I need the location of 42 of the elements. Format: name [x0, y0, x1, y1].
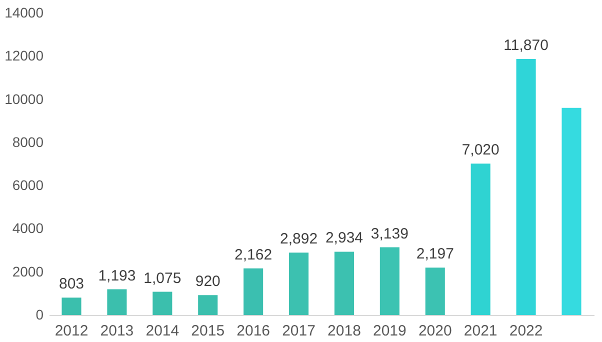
y-tick-label: 14000	[4, 4, 44, 20]
y-tick-label: 10000	[4, 90, 44, 107]
data-label: 7,020	[462, 142, 500, 159]
x-tick-label: 2018	[328, 322, 361, 340]
bar	[62, 298, 82, 315]
x-tick-label: 2020	[418, 322, 452, 340]
bar	[107, 289, 127, 315]
x-tick-label: 2016	[236, 322, 270, 340]
bar	[425, 268, 445, 315]
data-label: 1,193	[98, 267, 136, 284]
bar	[470, 164, 490, 315]
y-tick-label: 0	[36, 306, 44, 322]
data-label: 11,870	[504, 36, 548, 54]
bar	[244, 268, 264, 315]
x-tick-label: 2015	[191, 322, 225, 340]
data-label: 2,197	[416, 246, 454, 263]
data-label: 2,934	[325, 230, 363, 247]
data-label: 2,162	[234, 246, 272, 264]
y-tick-label: 12000	[4, 48, 44, 64]
x-tick-label: 2017	[282, 322, 316, 340]
x-tick-label: 2013	[100, 322, 134, 340]
bar	[152, 292, 172, 315]
y-tick-label: 2000	[12, 263, 44, 280]
data-label: 3,139	[370, 225, 408, 242]
bar	[334, 252, 354, 315]
data-label: 1,075	[144, 270, 182, 287]
bar	[516, 58, 536, 315]
bar	[562, 108, 582, 315]
bar	[289, 252, 309, 315]
y-tick-label: 6000	[12, 177, 44, 194]
data-label: 803	[58, 276, 84, 293]
x-tick-label: 2021	[464, 322, 498, 340]
x-tick-label: 2014	[146, 322, 180, 340]
data-label: 2,892	[280, 230, 318, 248]
bar	[380, 247, 400, 315]
x-tick-label: 2022	[509, 322, 543, 340]
y-tick-label: 4000	[12, 220, 44, 236]
bar	[198, 295, 218, 315]
data-label: 920	[195, 273, 220, 290]
x-tick-label: 2019	[372, 322, 406, 340]
y-tick-label: 8000	[12, 134, 44, 150]
x-tick-label: 2012	[54, 322, 88, 340]
